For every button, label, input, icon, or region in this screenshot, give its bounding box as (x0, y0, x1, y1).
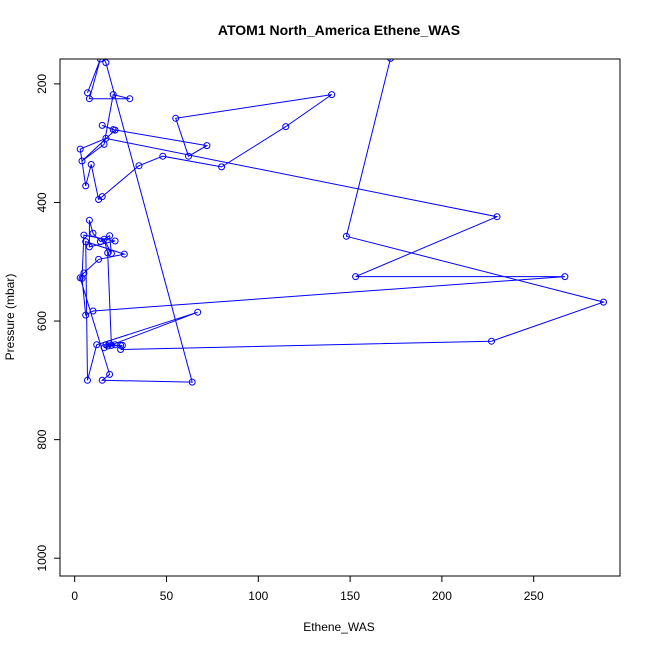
data-point (85, 216, 93, 224)
data-point (106, 232, 114, 240)
data-point (159, 152, 167, 160)
x-tick-label: 0 (71, 589, 78, 603)
data-point (282, 123, 290, 131)
data-point (89, 307, 97, 315)
x-tick-label: 50 (160, 589, 174, 603)
y-tick-label: 800 (35, 429, 49, 449)
plot-area (59, 51, 621, 577)
data-point (218, 163, 226, 171)
data-point (172, 114, 180, 122)
data-point (89, 229, 97, 237)
data-point (96, 238, 104, 246)
data-point (95, 196, 103, 203)
data-point (106, 370, 114, 378)
data-point (117, 346, 125, 353)
data-point (488, 337, 495, 345)
data-point (76, 145, 84, 153)
data-point (102, 59, 110, 67)
data-point (102, 134, 110, 142)
data-point (82, 238, 90, 246)
data-point (109, 126, 117, 134)
y-tick-label: 400 (35, 192, 49, 212)
data-point (352, 273, 360, 281)
data-point (328, 91, 336, 99)
data-point (342, 232, 350, 240)
y-tick-label: 600 (35, 311, 49, 331)
plot-frame (59, 58, 621, 577)
y-axis-label: Pressure (mbar) (3, 274, 17, 361)
data-point (98, 376, 106, 384)
data-point (111, 237, 119, 245)
data-point (80, 231, 88, 239)
y-tick-label: 1000 (35, 545, 49, 572)
x-tick-label: 150 (340, 589, 360, 603)
data-point (78, 157, 86, 165)
data-point (80, 269, 88, 277)
data-point (96, 59, 104, 63)
data-point (561, 273, 569, 281)
data-point (97, 51, 103, 57)
data-point (118, 341, 126, 349)
x-axis: 0 50 100 150 200 250 (71, 575, 544, 603)
y-axis: 200 400 600 800 1000 (35, 74, 61, 572)
data-point (135, 162, 143, 170)
series-line (79, 59, 606, 383)
data-point (84, 376, 91, 384)
data-point (100, 235, 108, 243)
x-tick-label: 200 (432, 589, 452, 603)
data-point (104, 342, 112, 350)
data-point (194, 308, 202, 316)
x-tick-label: 100 (248, 589, 268, 603)
data-point (203, 142, 211, 150)
data-point (387, 59, 394, 62)
data-point (82, 182, 90, 190)
y-tick-label: 200 (35, 74, 49, 94)
x-axis-label: Ethene_WAS (303, 620, 375, 634)
data-point (98, 121, 106, 129)
data-point (493, 213, 501, 221)
chart-title: ATOM1 North_America Ethene_WAS (218, 22, 460, 38)
data-point (185, 152, 192, 160)
data-point (85, 95, 93, 103)
data-point (100, 344, 108, 352)
data-point (87, 161, 95, 168)
data-point (85, 243, 93, 251)
data-point (93, 341, 101, 349)
data-point (107, 250, 115, 257)
data-point (600, 298, 607, 306)
data-point (76, 274, 84, 282)
data-point (188, 378, 196, 386)
data-point (109, 91, 117, 99)
data-point (82, 311, 90, 319)
data-point (126, 95, 134, 103)
x-tick-label: 250 (524, 589, 544, 603)
data-marks (76, 51, 607, 386)
data-point (120, 250, 128, 258)
data-point (104, 249, 112, 257)
data-point (95, 255, 103, 263)
